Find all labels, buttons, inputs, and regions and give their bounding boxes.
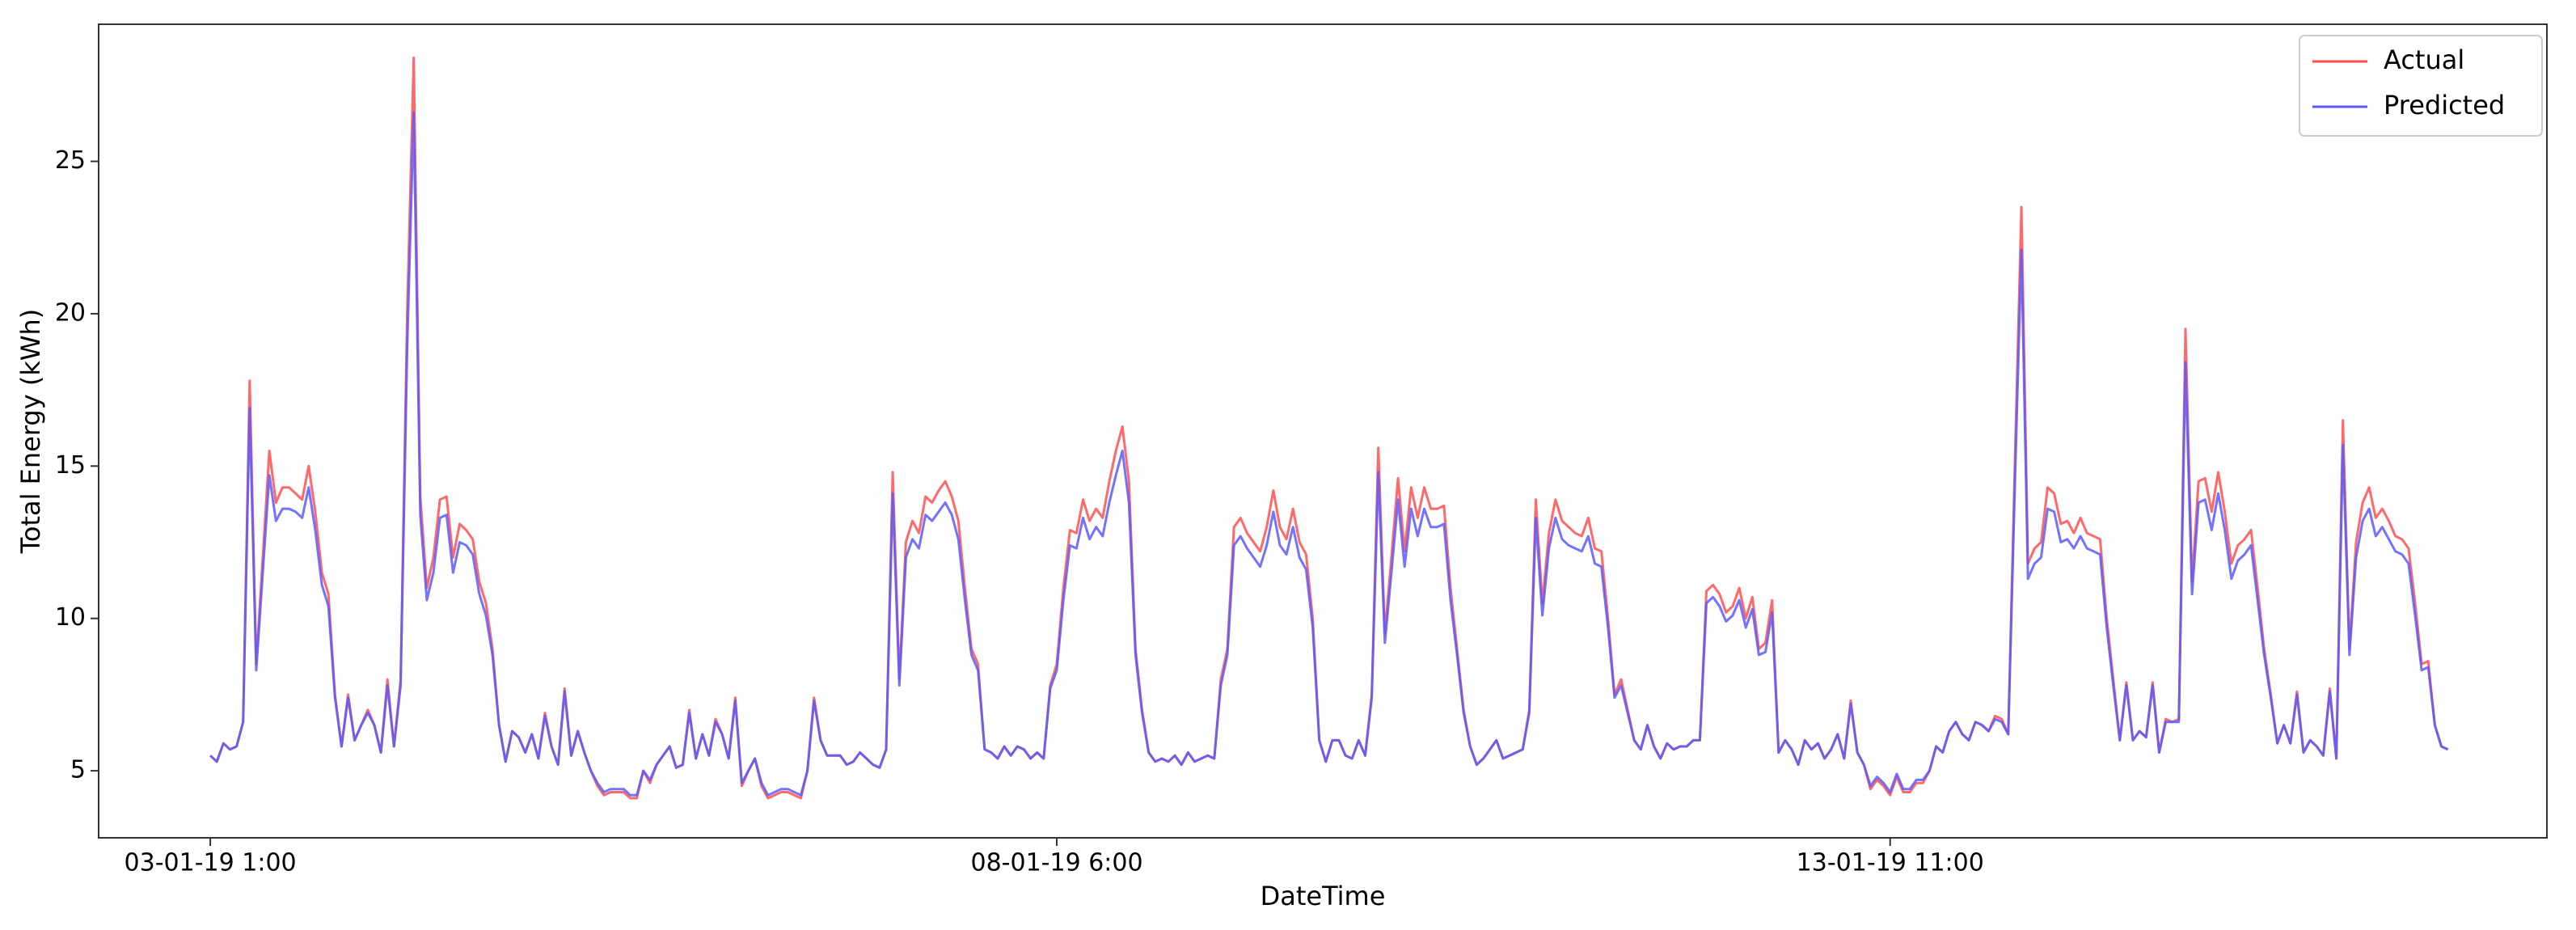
legend-label: Actual [2384,44,2464,75]
x-tick-label: 03-01-19 1:00 [125,849,297,877]
series-line [209,111,2449,797]
y-tick-label: 10 [55,603,86,632]
y-tick-label: 20 [55,298,86,327]
x-tick-label: 13-01-19 11:00 [1797,849,1984,877]
plot-frame [98,23,2548,839]
x-tick-label: 08-01-19 6:00 [970,849,1142,877]
y-tick-label: 25 [55,146,86,175]
y-tick-label: 5 [70,756,86,784]
y-tick-label: 15 [55,451,86,480]
y-axis-label: Total Energy (kWh) [15,309,46,555]
legend-label: Predicted [2384,90,2505,120]
x-axis-label: DateTime [1261,881,1386,911]
